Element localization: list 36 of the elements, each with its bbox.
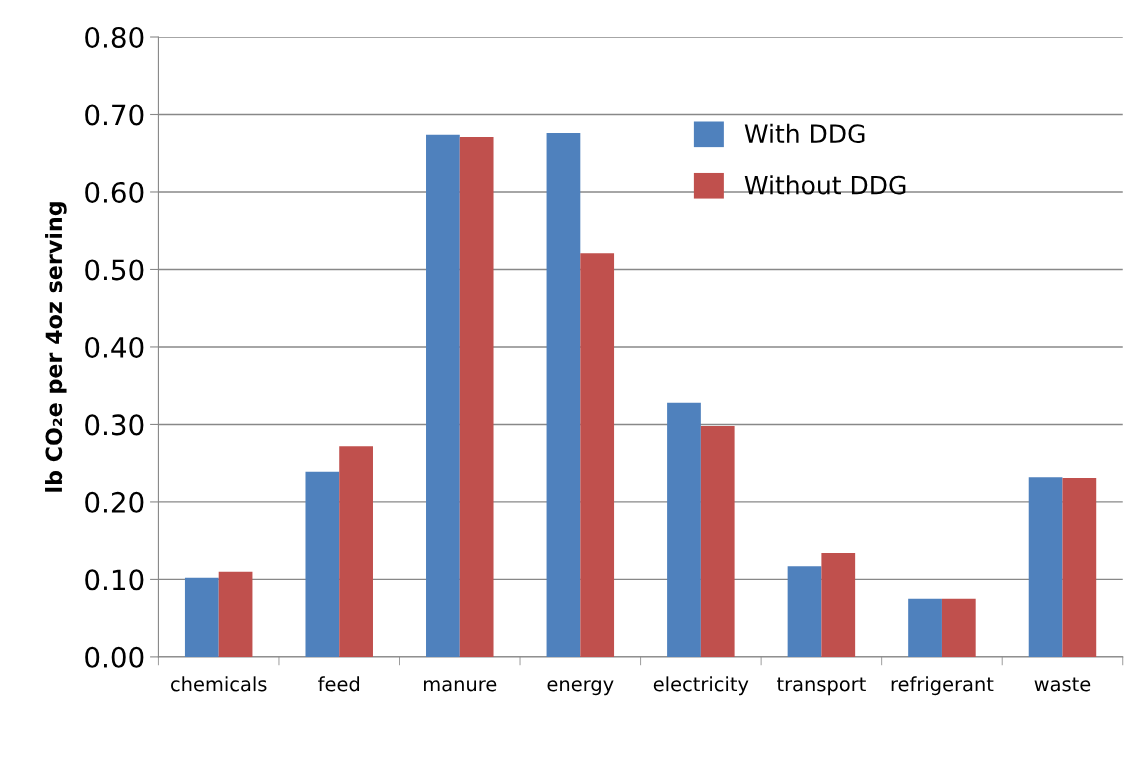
bar [1062,477,1097,657]
x-tick-label: manure [424,680,497,692]
x-tick-label: transport [777,677,866,696]
x-tick-label: waste [1034,677,1091,692]
bar [184,577,219,657]
x-tick-label: energy [547,680,614,696]
y-tick-label: 0.70 [85,104,144,126]
y-tick-label: 0.40 [85,336,144,358]
bar [339,446,373,657]
y-tick-label: 0.60 [85,181,144,203]
y-axis-title: lb CO₂e per 4oz serving [45,202,67,492]
bar [908,598,942,657]
bar [821,553,856,657]
x-tick-label: refrigerant [891,676,994,696]
x-tick-label: electricity [653,676,749,696]
y-tick-label: 0.00 [85,646,144,668]
legend-label: Without DDG [744,175,906,195]
bar [218,571,253,657]
bar [426,134,460,657]
y-tick-label: 0.30 [85,414,144,436]
y-tick-label: 0.10 [85,569,144,591]
legend-label: With DDG [744,123,865,144]
x-tick-label: feed [318,676,360,692]
bar [700,425,735,657]
y-tick-label: 0.80 [85,26,144,48]
y-tick-label: 0.20 [85,491,144,513]
bar [546,133,581,657]
x-tick-label: chemicals [171,676,267,692]
bar [1028,477,1063,657]
bar [787,566,822,657]
bar [305,471,340,657]
bar [580,253,615,657]
bar [667,402,701,657]
bar [941,598,976,657]
y-tick-label: 0.50 [85,259,144,281]
bar [459,136,494,657]
